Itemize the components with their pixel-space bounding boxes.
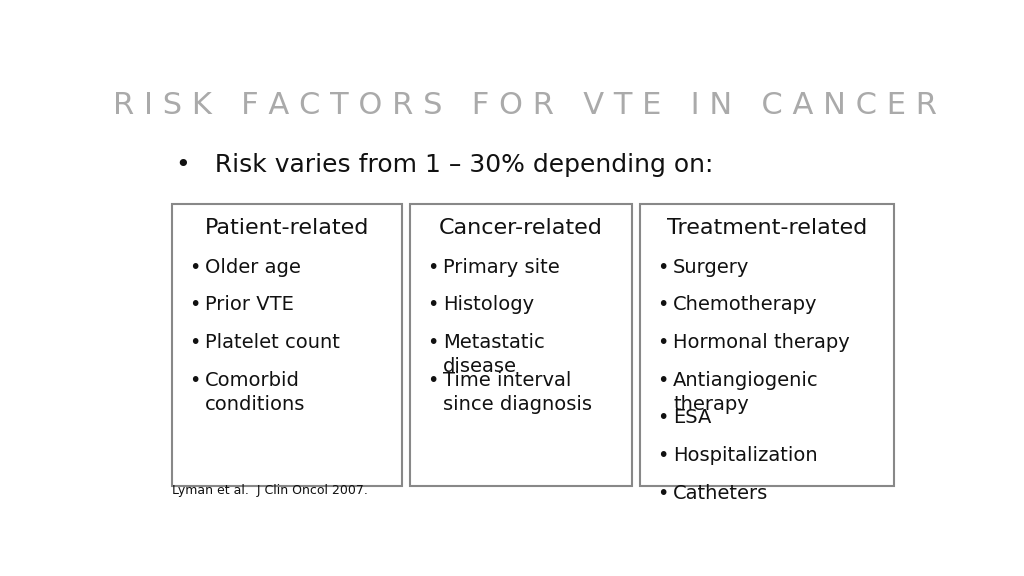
Text: •: • [657, 371, 669, 390]
Text: Prior VTE: Prior VTE [205, 295, 294, 314]
Text: Hormonal therapy: Hormonal therapy [673, 333, 850, 352]
Text: •: • [427, 295, 438, 314]
Text: Treatment-related: Treatment-related [667, 218, 867, 238]
Text: •: • [657, 446, 669, 465]
Text: •: • [189, 371, 201, 390]
Bar [410, 204, 632, 486]
Text: Hospitalization: Hospitalization [673, 446, 818, 465]
Text: Primary site: Primary site [443, 257, 560, 276]
Text: •: • [189, 257, 201, 276]
Text: Metastatic
disease: Metastatic disease [443, 333, 545, 376]
Text: Patient-related: Patient-related [205, 218, 369, 238]
Text: R I S K   F A C T O R S   F O R   V T E   I N   C A N C E R: R I S K F A C T O R S F O R V T E I N C … [113, 92, 937, 120]
Text: Catheters: Catheters [673, 484, 768, 503]
Text: •: • [189, 295, 201, 314]
Text: •: • [427, 257, 438, 276]
Text: Cancer-related: Cancer-related [439, 218, 603, 238]
Text: •: • [657, 484, 669, 503]
Text: Older age: Older age [205, 257, 301, 276]
Text: •   Risk varies from 1 – 30% depending on:: • Risk varies from 1 – 30% depending on: [176, 153, 713, 177]
Text: •: • [427, 371, 438, 390]
Text: Lyman et al.  J Clin Oncol 2007.: Lyman et al. J Clin Oncol 2007. [172, 484, 368, 497]
Text: Surgery: Surgery [673, 257, 750, 276]
Text: Histology: Histology [443, 295, 535, 314]
Text: Time interval
since diagnosis: Time interval since diagnosis [443, 371, 592, 414]
Text: •: • [657, 257, 669, 276]
Text: Comorbid
conditions: Comorbid conditions [205, 371, 305, 414]
Bar [172, 204, 401, 486]
Text: ESA: ESA [673, 408, 712, 427]
Text: Chemotherapy: Chemotherapy [673, 295, 818, 314]
Text: Platelet count: Platelet count [205, 333, 340, 352]
Text: •: • [189, 333, 201, 352]
Text: •: • [657, 333, 669, 352]
Bar [640, 204, 894, 486]
Text: Antiangiogenic
therapy: Antiangiogenic therapy [673, 371, 819, 414]
Text: •: • [427, 333, 438, 352]
Text: •: • [657, 408, 669, 427]
Text: •: • [657, 295, 669, 314]
